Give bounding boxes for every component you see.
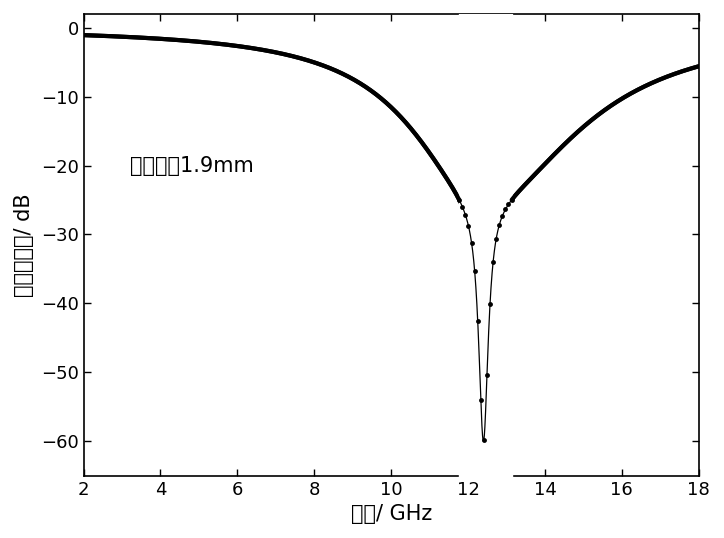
- Y-axis label: 反射损耗值/ dB: 反射损耗值/ dB: [14, 193, 34, 296]
- X-axis label: 频率/ GHz: 频率/ GHz: [350, 504, 432, 524]
- Text: 匹配厚度1.9mm: 匹配厚度1.9mm: [130, 157, 253, 176]
